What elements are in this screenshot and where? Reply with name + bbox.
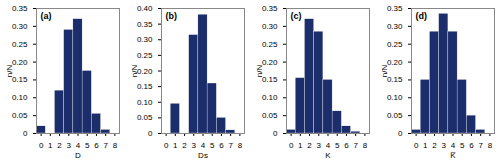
svg-text:7: 7 [103, 141, 108, 150]
svg-text:0.05: 0.05 [137, 113, 153, 122]
svg-text:0.20: 0.20 [137, 67, 153, 76]
svg-text:6: 6 [219, 141, 224, 150]
svg-text:4: 4 [326, 141, 331, 150]
svg-text:4: 4 [201, 141, 206, 150]
svg-text:(c): (c) [291, 11, 302, 21]
svg-text:0: 0 [148, 129, 153, 138]
svg-text:(d): (d) [416, 11, 428, 21]
svg-text:1: 1 [48, 141, 53, 150]
svg-text:0.10: 0.10 [137, 98, 153, 107]
svg-text:0.15: 0.15 [12, 75, 28, 84]
svg-text:0.10: 0.10 [12, 93, 28, 102]
svg-text:(a): (a) [41, 11, 52, 21]
svg-text:n/N: n/N [130, 65, 139, 78]
svg-text:Ds: Ds [198, 151, 208, 160]
svg-text:3: 3 [317, 141, 322, 150]
svg-text:0.35: 0.35 [387, 4, 403, 13]
svg-text:0.25: 0.25 [137, 51, 153, 60]
svg-text:8: 8 [363, 141, 368, 150]
svg-text:D: D [75, 151, 81, 160]
svg-text:0.15: 0.15 [137, 82, 153, 91]
svg-text:5: 5 [210, 141, 215, 150]
svg-text:0.30: 0.30 [137, 35, 153, 44]
svg-text:0.20: 0.20 [387, 58, 403, 67]
svg-text:0: 0 [23, 129, 28, 138]
svg-text:4: 4 [451, 141, 456, 150]
svg-text:6: 6 [94, 141, 99, 150]
svg-text:0.30: 0.30 [262, 22, 278, 31]
svg-text:0.30: 0.30 [387, 22, 403, 31]
svg-text:0: 0 [273, 129, 278, 138]
svg-text:5: 5 [460, 141, 465, 150]
svg-text:0.20: 0.20 [262, 58, 278, 67]
svg-text:0.25: 0.25 [262, 40, 278, 49]
svg-text:0.30: 0.30 [12, 22, 28, 31]
svg-text:0.40: 0.40 [137, 4, 153, 13]
svg-text:2: 2 [432, 141, 437, 150]
svg-text:1: 1 [423, 141, 428, 150]
svg-text:8: 8 [113, 141, 118, 150]
svg-text:8: 8 [238, 141, 243, 150]
svg-text:0.20: 0.20 [12, 58, 28, 67]
svg-text:0.25: 0.25 [12, 40, 28, 49]
svg-text:0.15: 0.15 [387, 75, 403, 84]
svg-text:3: 3 [442, 141, 447, 150]
svg-text:0: 0 [398, 129, 403, 138]
svg-text:0: 0 [289, 141, 294, 150]
svg-text:2: 2 [57, 141, 62, 150]
svg-text:4: 4 [76, 141, 81, 150]
svg-text:n/N: n/N [255, 65, 264, 78]
svg-text:0.05: 0.05 [262, 111, 278, 120]
svg-text:n/N: n/N [5, 65, 14, 78]
svg-text:0.15: 0.15 [262, 75, 278, 84]
svg-text:0.25: 0.25 [387, 40, 403, 49]
svg-text:5: 5 [85, 141, 90, 150]
svg-text:2: 2 [307, 141, 312, 150]
svg-text:0.35: 0.35 [12, 4, 28, 13]
svg-text:0.10: 0.10 [387, 93, 403, 102]
svg-text:0: 0 [164, 141, 169, 150]
svg-text:6: 6 [469, 141, 474, 150]
svg-text:8: 8 [488, 141, 493, 150]
svg-text:6: 6 [344, 141, 349, 150]
svg-text:7: 7 [353, 141, 358, 150]
svg-text:K̅: K̅ [450, 151, 456, 160]
svg-text:7: 7 [228, 141, 233, 150]
svg-text:0.35: 0.35 [137, 20, 153, 29]
svg-text:0: 0 [414, 141, 419, 150]
svg-text:3: 3 [192, 141, 197, 150]
svg-text:1: 1 [173, 141, 178, 150]
svg-text:0.10: 0.10 [262, 93, 278, 102]
svg-text:0.35: 0.35 [262, 4, 278, 13]
svg-text:n/N: n/N [380, 65, 389, 78]
svg-text:K: K [325, 151, 331, 160]
svg-text:7: 7 [478, 141, 483, 150]
svg-text:5: 5 [335, 141, 340, 150]
svg-text:(b): (b) [166, 11, 178, 21]
svg-text:2: 2 [182, 141, 187, 150]
svg-text:0: 0 [39, 141, 44, 150]
svg-text:1: 1 [298, 141, 303, 150]
svg-text:3: 3 [67, 141, 72, 150]
svg-text:0.05: 0.05 [387, 111, 403, 120]
svg-text:0.05: 0.05 [12, 111, 28, 120]
